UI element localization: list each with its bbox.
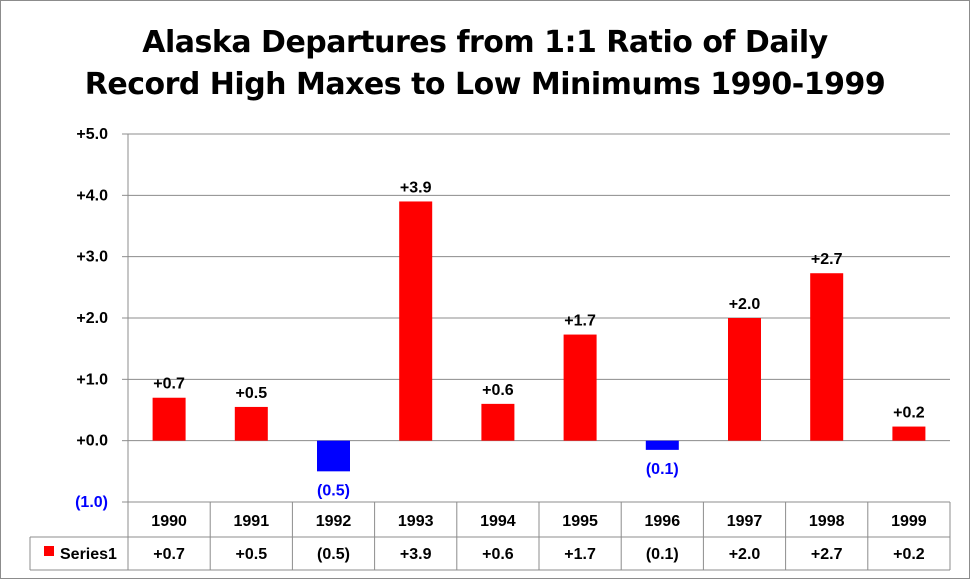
data-label: (0.5) bbox=[317, 482, 350, 499]
data-label: +3.9 bbox=[400, 179, 432, 196]
bar-1991 bbox=[234, 406, 268, 441]
data-label: +0.5 bbox=[236, 385, 268, 402]
table-value-cell: +0.2 bbox=[893, 546, 925, 563]
table-value-cell: +3.9 bbox=[400, 546, 432, 563]
data-label: +1.7 bbox=[564, 313, 596, 330]
table-value-cell: +0.7 bbox=[153, 546, 185, 563]
y-tick-label: +3.0 bbox=[76, 249, 108, 266]
bar-1993 bbox=[399, 201, 433, 441]
data-label: +0.6 bbox=[482, 382, 514, 399]
table-value-cell: +0.5 bbox=[236, 546, 268, 563]
table-category-label: 1999 bbox=[891, 513, 927, 530]
table-value-cell: +2.7 bbox=[811, 546, 843, 563]
table-category-label: 1996 bbox=[645, 513, 681, 530]
bar-1995 bbox=[563, 334, 597, 441]
legend-series1-label: Series1 bbox=[60, 546, 117, 563]
y-tick-label: +5.0 bbox=[76, 126, 108, 143]
table-category-label: 1991 bbox=[234, 513, 270, 530]
bar-1999 bbox=[892, 426, 926, 441]
table-category-label: 1995 bbox=[562, 513, 598, 530]
table-value-cell: +0.6 bbox=[482, 546, 514, 563]
data-label: (0.1) bbox=[646, 461, 679, 478]
bar-1990 bbox=[152, 397, 186, 441]
table-value-cell: +1.7 bbox=[564, 546, 596, 563]
table-category-label: 1990 bbox=[151, 513, 187, 530]
table-category-label: 1998 bbox=[809, 513, 845, 530]
table-value-cell: +2.0 bbox=[729, 546, 761, 563]
data-label: +0.2 bbox=[893, 405, 925, 422]
bar-1997 bbox=[728, 318, 761, 441]
table-value-cell: (0.1) bbox=[646, 546, 679, 563]
data-label: +2.0 bbox=[729, 296, 761, 313]
data-label: +2.7 bbox=[811, 251, 843, 268]
bar-1994 bbox=[481, 403, 515, 441]
y-tick-label: +1.0 bbox=[76, 371, 108, 388]
table-category-label: 1997 bbox=[727, 513, 763, 530]
table-value-cell: (0.5) bbox=[317, 546, 350, 563]
legend-series1-swatch bbox=[44, 546, 54, 556]
table-category-label: 1993 bbox=[398, 513, 434, 530]
chart-title-line-1: Alaska Departures from 1:1 Ratio of Dail… bbox=[142, 25, 828, 60]
y-tick-label: +0.0 bbox=[76, 433, 108, 450]
chart-title-line-2: Record High Maxes to Low Minimums 1990-1… bbox=[84, 67, 886, 102]
y-tick-label: +4.0 bbox=[76, 187, 108, 204]
chart-title: Alaska Departures from 1:1 Ratio of Dail… bbox=[0, 22, 970, 106]
bar-1998 bbox=[810, 273, 844, 441]
data-label: +0.7 bbox=[153, 376, 185, 393]
y-tick-label: (1.0) bbox=[75, 494, 108, 511]
y-tick-label: +2.0 bbox=[76, 310, 108, 327]
table-category-label: 1992 bbox=[316, 513, 352, 530]
table-category-label: 1994 bbox=[480, 513, 516, 530]
bar-1992 bbox=[317, 440, 350, 472]
bar-1996 bbox=[645, 440, 679, 450]
